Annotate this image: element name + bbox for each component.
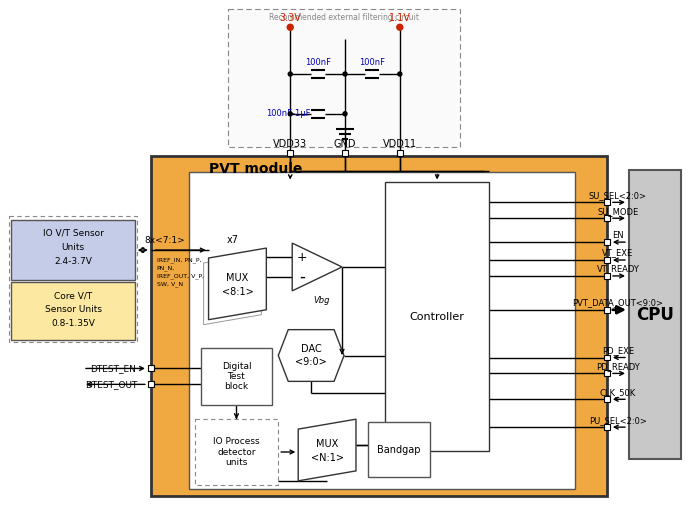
Text: EN: EN xyxy=(612,231,624,240)
Bar xyxy=(342,150,348,155)
Bar xyxy=(148,365,154,372)
Text: CPU: CPU xyxy=(636,306,673,324)
Bar xyxy=(604,273,610,279)
Text: 8x<7:1>: 8x<7:1> xyxy=(144,236,185,245)
Bar xyxy=(11,220,135,280)
Bar xyxy=(397,150,402,155)
Text: Vbg: Vbg xyxy=(313,296,330,305)
Text: IREF_IN, PN_P,: IREF_IN, PN_P, xyxy=(157,257,202,263)
Circle shape xyxy=(343,112,347,116)
Bar xyxy=(604,370,610,376)
Text: +: + xyxy=(297,251,307,264)
Text: Digital: Digital xyxy=(222,362,251,371)
Text: 100nF-1μF: 100nF-1μF xyxy=(266,109,311,118)
Polygon shape xyxy=(209,248,266,320)
Text: 100nF: 100nF xyxy=(304,57,330,66)
Text: GND: GND xyxy=(334,139,356,149)
Bar xyxy=(604,424,610,430)
Text: CLK_50K: CLK_50K xyxy=(600,388,636,397)
Text: 3.3V: 3.3V xyxy=(279,13,301,23)
Text: SU_SEL<2:0>: SU_SEL<2:0> xyxy=(589,191,647,200)
Polygon shape xyxy=(199,258,256,330)
Text: IO V/T Sensor: IO V/T Sensor xyxy=(43,229,104,238)
Text: 2.4-3.7V: 2.4-3.7V xyxy=(54,257,92,266)
Bar xyxy=(604,199,610,206)
Text: Sensor Units: Sensor Units xyxy=(45,305,102,314)
Text: VDD11: VDD11 xyxy=(383,139,417,149)
Text: Bandgap: Bandgap xyxy=(377,444,421,454)
Circle shape xyxy=(288,72,292,76)
Text: 1.1V: 1.1V xyxy=(389,13,411,23)
Text: <8:1>: <8:1> xyxy=(222,287,253,297)
Bar xyxy=(11,282,135,339)
Text: Core V/T: Core V/T xyxy=(54,291,92,300)
Text: SW, V_N: SW, V_N xyxy=(157,281,183,287)
Text: MUX: MUX xyxy=(316,439,338,449)
Bar xyxy=(368,422,430,477)
Text: VT_READY: VT_READY xyxy=(596,265,639,274)
Text: PD_EXE: PD_EXE xyxy=(602,346,634,355)
Bar xyxy=(201,347,272,405)
Text: -: - xyxy=(300,268,305,286)
Bar xyxy=(604,239,610,245)
Polygon shape xyxy=(298,419,356,481)
Polygon shape xyxy=(204,253,261,325)
Text: block: block xyxy=(225,382,248,391)
Text: PD_READY: PD_READY xyxy=(596,362,640,371)
Text: Units: Units xyxy=(62,242,85,251)
Text: DTEST_EN: DTEST_EN xyxy=(90,364,136,373)
Bar xyxy=(604,307,610,313)
Text: PN_N,: PN_N, xyxy=(157,265,175,271)
Bar xyxy=(604,215,610,221)
Bar xyxy=(604,396,610,402)
Bar xyxy=(148,382,154,387)
Polygon shape xyxy=(292,243,342,291)
Text: VT_EXE: VT_EXE xyxy=(602,249,634,258)
Circle shape xyxy=(287,24,293,30)
Bar xyxy=(629,171,680,459)
Text: DAC: DAC xyxy=(301,344,321,354)
Text: 0.8-1.35V: 0.8-1.35V xyxy=(51,319,95,328)
Bar xyxy=(228,9,460,147)
Circle shape xyxy=(288,112,292,116)
Bar xyxy=(195,419,279,485)
Text: x7: x7 xyxy=(227,235,239,245)
Circle shape xyxy=(343,72,347,76)
Bar xyxy=(188,172,575,489)
Bar xyxy=(604,355,610,360)
Text: PVT_DATA_OUT<9:0>: PVT_DATA_OUT<9:0> xyxy=(573,298,664,307)
Text: Test: Test xyxy=(228,372,245,381)
Circle shape xyxy=(397,24,402,30)
Text: MUX: MUX xyxy=(226,273,248,283)
Bar xyxy=(150,155,607,496)
Text: units: units xyxy=(225,458,248,467)
Text: Controller: Controller xyxy=(410,311,465,321)
Bar xyxy=(9,216,136,341)
Bar xyxy=(287,150,293,155)
Text: IREF_OUT, V_P,: IREF_OUT, V_P, xyxy=(157,273,204,279)
Bar xyxy=(385,182,489,451)
Text: <N:1>: <N:1> xyxy=(311,453,344,463)
Circle shape xyxy=(398,72,402,76)
Text: 100nF: 100nF xyxy=(359,57,386,66)
Text: PU_SEL<2:0>: PU_SEL<2:0> xyxy=(589,416,647,425)
Polygon shape xyxy=(279,330,344,382)
Text: detector: detector xyxy=(217,447,256,456)
Text: Recommended external filtering circuit: Recommended external filtering circuit xyxy=(269,13,419,22)
Text: DTEST_OUT: DTEST_OUT xyxy=(85,380,137,389)
Text: SU_MODE: SU_MODE xyxy=(597,207,638,216)
Text: IO Process: IO Process xyxy=(213,436,260,445)
Text: PVT module: PVT module xyxy=(209,162,302,177)
Text: VDD33: VDD33 xyxy=(273,139,307,149)
Bar xyxy=(604,257,610,263)
Text: <9:0>: <9:0> xyxy=(295,357,327,367)
